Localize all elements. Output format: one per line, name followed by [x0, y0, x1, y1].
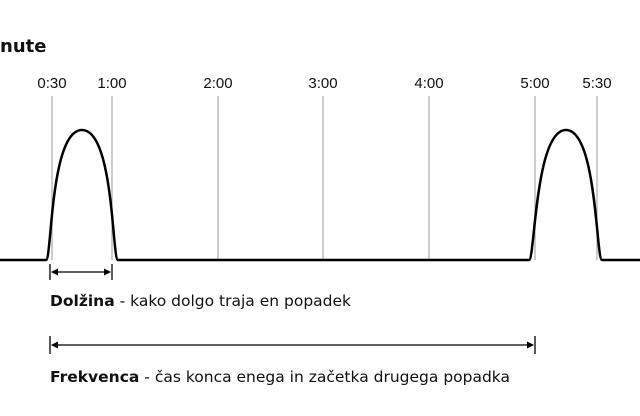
duration-term: Dolžina	[50, 292, 115, 310]
contraction-curve	[0, 128, 640, 262]
time-tick-label: 2:00	[203, 75, 232, 92]
time-tick-label: 3:00	[308, 75, 337, 92]
frequency-term: Frekvenca	[50, 368, 139, 386]
time-tick-label: 0:30	[37, 75, 66, 92]
frequency-text: - čas konca enega in začetka drugega pop…	[139, 368, 510, 386]
duration-arrow	[49, 264, 113, 280]
time-tick-label: 4:00	[414, 75, 443, 92]
frequency-arrow	[49, 336, 536, 354]
time-tick-label: 5:00	[520, 75, 549, 92]
frequency-caption: Frekvenca - čas konca enega in začetka d…	[50, 368, 510, 386]
title: nute	[0, 36, 46, 57]
time-tick-label: 5:30	[582, 75, 611, 92]
duration-caption: Dolžina - kako dolgo traja en popadek	[50, 292, 351, 310]
duration-text: - kako dolgo traja en popadek	[115, 292, 351, 310]
time-tick-label: 1:00	[97, 75, 126, 92]
